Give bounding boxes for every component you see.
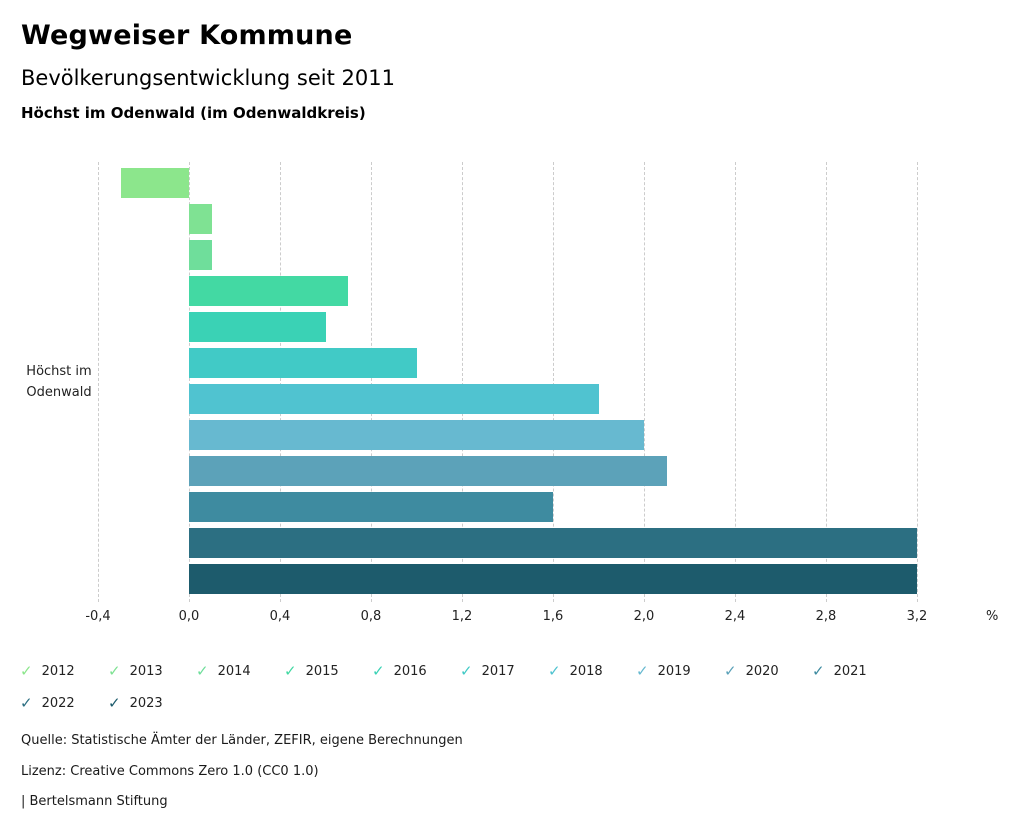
legend-item-2016[interactable]: ✓ 2016 [372,655,460,687]
page-title: Wegweiser Kommune [21,20,353,51]
legend-year-label: 2012 [41,663,75,679]
gridline [917,162,918,602]
gridline [280,162,281,602]
legend-year-label: 2018 [569,663,603,679]
attribution-text: | Bertelsmann Stiftung [21,794,168,809]
category-label-line-2: Odenwald [26,385,92,400]
bar-2022[interactable] [189,528,917,558]
legend-year-label: 2014 [217,663,251,679]
x-tick-label: 1,6 [542,609,564,624]
check-icon: ✓ [460,661,473,680]
bar-2016[interactable] [189,312,326,342]
legend-item-2015[interactable]: ✓ 2015 [284,655,372,687]
bar-2019[interactable] [189,420,644,450]
gridline [644,162,645,602]
legend-year-label: 2022 [41,695,75,711]
check-icon: ✓ [812,661,825,680]
gridline [98,162,99,602]
check-icon: ✓ [108,661,121,680]
check-icon: ✓ [108,693,121,712]
chart-subtitle: Bevölkerungsentwicklung seit 2011 [21,66,395,90]
category-label-line-1: Höchst im [26,364,92,379]
check-icon: ✓ [284,661,297,680]
gridline [826,162,827,602]
legend-year-label: 2013 [129,663,163,679]
check-icon: ✓ [372,661,385,680]
legend-item-2023[interactable]: ✓ 2023 [108,687,196,719]
check-icon: ✓ [20,693,33,712]
legend-item-2022[interactable]: ✓ 2022 [20,687,108,719]
gridline [553,162,554,602]
legend-year-label: 2017 [481,663,515,679]
gridline [462,162,463,602]
bar-2018[interactable] [189,384,599,414]
legend-year-label: 2016 [393,663,427,679]
check-icon: ✓ [196,661,209,680]
legend-item-2012[interactable]: ✓ 2012 [20,655,108,687]
legend-item-2017[interactable]: ✓ 2017 [460,655,548,687]
check-icon: ✓ [724,661,737,680]
bar-2015[interactable] [189,276,349,306]
legend-item-2013[interactable]: ✓ 2013 [108,655,196,687]
x-tick-label: 0,4 [269,609,291,624]
check-icon: ✓ [636,661,649,680]
source-text: Quelle: Statistische Ämter der Länder, Z… [21,733,463,748]
gridline [735,162,736,602]
check-icon: ✓ [20,661,33,680]
legend-year-label: 2021 [833,663,867,679]
bar-2020[interactable] [189,456,667,486]
legend-year-label: 2020 [745,663,779,679]
legend-item-2020[interactable]: ✓ 2020 [724,655,812,687]
category-axis-label: Höchst im Odenwald [14,361,104,403]
gridline [189,162,190,602]
x-tick-label: 2,8 [815,609,837,624]
x-tick-label: -0,4 [85,609,111,624]
legend-year-label: 2019 [657,663,691,679]
legend-item-2021[interactable]: ✓ 2021 [812,655,900,687]
chart-legend: ✓ 2012 ✓ 2013 ✓ 2014 ✓ 2015 ✓ 2016 ✓ 2017 ✓ 2018 ✓ 2019… [20,655,950,719]
check-icon: ✓ [548,661,561,680]
legend-year-label: 2023 [129,695,163,711]
bar-2021[interactable] [189,492,553,522]
legend-item-2019[interactable]: ✓ 2019 [636,655,724,687]
x-tick-label: 3,2 [906,609,928,624]
gridline [371,162,372,602]
license-text: Lizenz: Creative Commons Zero 1.0 (CC0 1… [21,764,319,779]
bar-2012[interactable] [120,168,189,198]
legend-year-label: 2015 [305,663,339,679]
x-tick-label: 2,0 [633,609,655,624]
bar-2013[interactable] [189,204,212,234]
legend-item-2014[interactable]: ✓ 2014 [196,655,284,687]
x-tick-label: 0,8 [360,609,382,624]
bar-2014[interactable] [189,240,212,270]
bar-2023[interactable] [189,564,917,594]
x-tick-label: 2,4 [724,609,746,624]
x-tick-label: 1,2 [451,609,473,624]
legend-item-2018[interactable]: ✓ 2018 [548,655,636,687]
x-tick-label: 0,0 [178,609,200,624]
region-label: Höchst im Odenwald (im Odenwaldkreis) [21,104,366,122]
axis-unit-label: % [986,609,999,624]
bar-2017[interactable] [189,348,417,378]
